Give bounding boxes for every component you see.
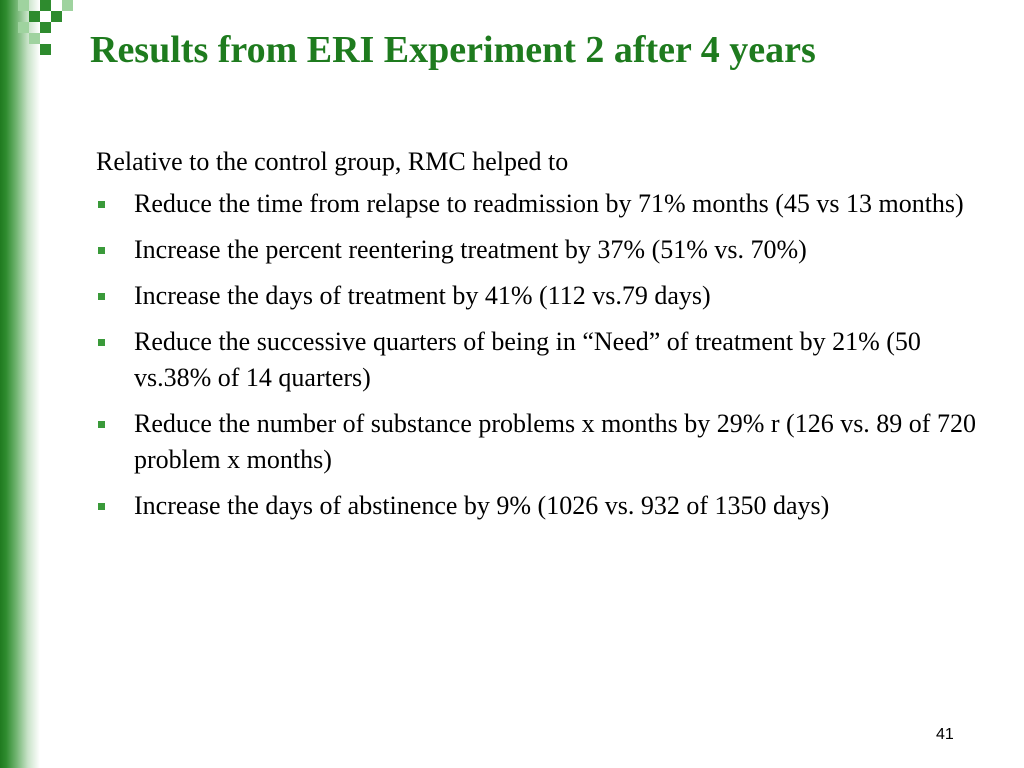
bullet-text: Reduce the number of substance problems … xyxy=(134,409,976,474)
logo-square xyxy=(40,0,51,11)
logo-square xyxy=(62,0,73,11)
slide-title: Results from ERI Experiment 2 after 4 ye… xyxy=(90,26,816,74)
bullet-text: Reduce the successive quarters of being … xyxy=(134,327,921,392)
logo-square xyxy=(29,33,40,44)
bullet-item: Increase the days of abstinence by 9% (1… xyxy=(96,488,976,524)
bullet-text: Increase the percent reentering treatmen… xyxy=(134,235,807,264)
bullet-item: Reduce the number of substance problems … xyxy=(96,406,976,478)
logo-square xyxy=(29,11,40,22)
square-bullet-icon xyxy=(98,293,105,300)
square-bullet-icon xyxy=(98,339,105,346)
bullet-item: Reduce the successive quarters of being … xyxy=(96,324,976,396)
logo-square xyxy=(40,22,51,33)
bullet-text: Increase the days of treatment by 41% (1… xyxy=(134,281,711,310)
page-number: 41 xyxy=(936,726,954,744)
square-bullet-icon xyxy=(98,421,105,428)
bullet-text: Reduce the time from relapse to readmiss… xyxy=(134,189,964,218)
left-decorative-bar xyxy=(0,0,40,768)
checkered-squares-logo xyxy=(18,0,84,64)
logo-square xyxy=(40,44,51,55)
bullet-list: Reduce the time from relapse to readmiss… xyxy=(96,186,976,524)
square-bullet-icon xyxy=(98,247,105,254)
slide-content: Relative to the control group, RMC helpe… xyxy=(96,144,976,534)
logo-square xyxy=(18,22,29,33)
square-bullet-icon xyxy=(98,503,105,510)
bullet-item: Increase the percent reentering treatmen… xyxy=(96,232,976,268)
bullet-item: Reduce the time from relapse to readmiss… xyxy=(96,186,976,222)
square-bullet-icon xyxy=(98,201,105,208)
logo-square xyxy=(18,0,29,11)
logo-square xyxy=(51,11,62,22)
bullet-text: Increase the days of abstinence by 9% (1… xyxy=(134,491,829,520)
bullet-item: Increase the days of treatment by 41% (1… xyxy=(96,278,976,314)
intro-text: Relative to the control group, RMC helpe… xyxy=(96,144,976,180)
